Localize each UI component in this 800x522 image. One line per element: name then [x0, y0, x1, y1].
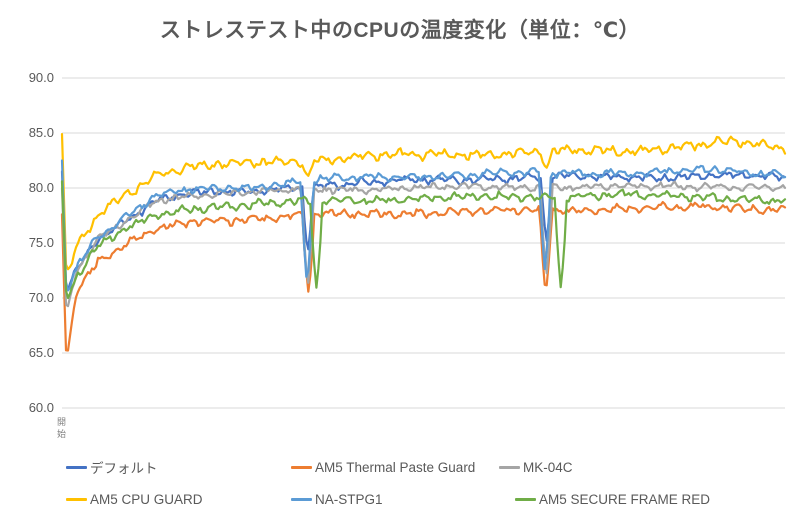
series-line-4: [60, 159, 787, 292]
y-axis-tick: 85.0: [28, 125, 54, 140]
y-axis-tick: 75.0: [28, 235, 54, 250]
series-line-5: [60, 180, 787, 300]
x-axis-label: 開始: [56, 417, 66, 441]
y-axis-tick: 90.0: [28, 70, 54, 85]
series-line-3: [60, 133, 787, 271]
y-axis-tick: 60.0: [28, 400, 54, 415]
y-axis-tick: 70.0: [28, 290, 54, 305]
y-axis-tick: 80.0: [28, 180, 54, 195]
series-line-2: [60, 180, 787, 308]
series-line-1: [60, 200, 787, 352]
chart-title: ストレステスト中のCPUの温度変化（単位：℃）: [159, 19, 641, 42]
y-axis-tick: 65.0: [28, 345, 54, 360]
series-line-0: [60, 170, 787, 292]
